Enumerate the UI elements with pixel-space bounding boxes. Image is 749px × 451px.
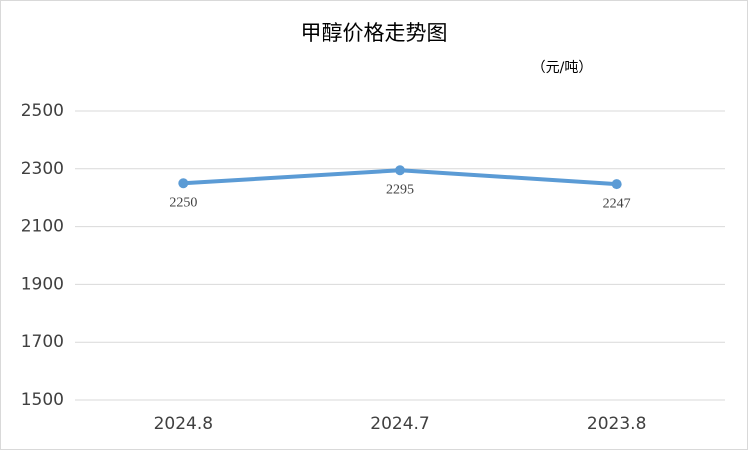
data-point bbox=[178, 178, 189, 189]
x-tick-label: 2023.8 bbox=[587, 414, 646, 434]
chart-title: 甲醇价格走势图 bbox=[301, 21, 448, 45]
y-tick-label: 1500 bbox=[21, 390, 64, 410]
x-tick-label: 2024.7 bbox=[370, 414, 429, 434]
data-point bbox=[611, 179, 622, 190]
y-tick-label: 1900 bbox=[21, 274, 64, 294]
data-label: 2295 bbox=[386, 182, 414, 197]
y-tick-label: 1700 bbox=[21, 332, 64, 352]
data-point bbox=[395, 165, 405, 176]
y-tick-label: 2100 bbox=[21, 217, 64, 237]
y-tick-label: 2300 bbox=[21, 159, 64, 179]
data-label: 2250 bbox=[169, 195, 197, 210]
data-label: 2247 bbox=[603, 196, 631, 211]
y-tick-label: 2500 bbox=[21, 101, 64, 121]
x-tick-label: 2024.8 bbox=[154, 414, 213, 434]
unit-note: （元/吨） bbox=[532, 60, 593, 76]
